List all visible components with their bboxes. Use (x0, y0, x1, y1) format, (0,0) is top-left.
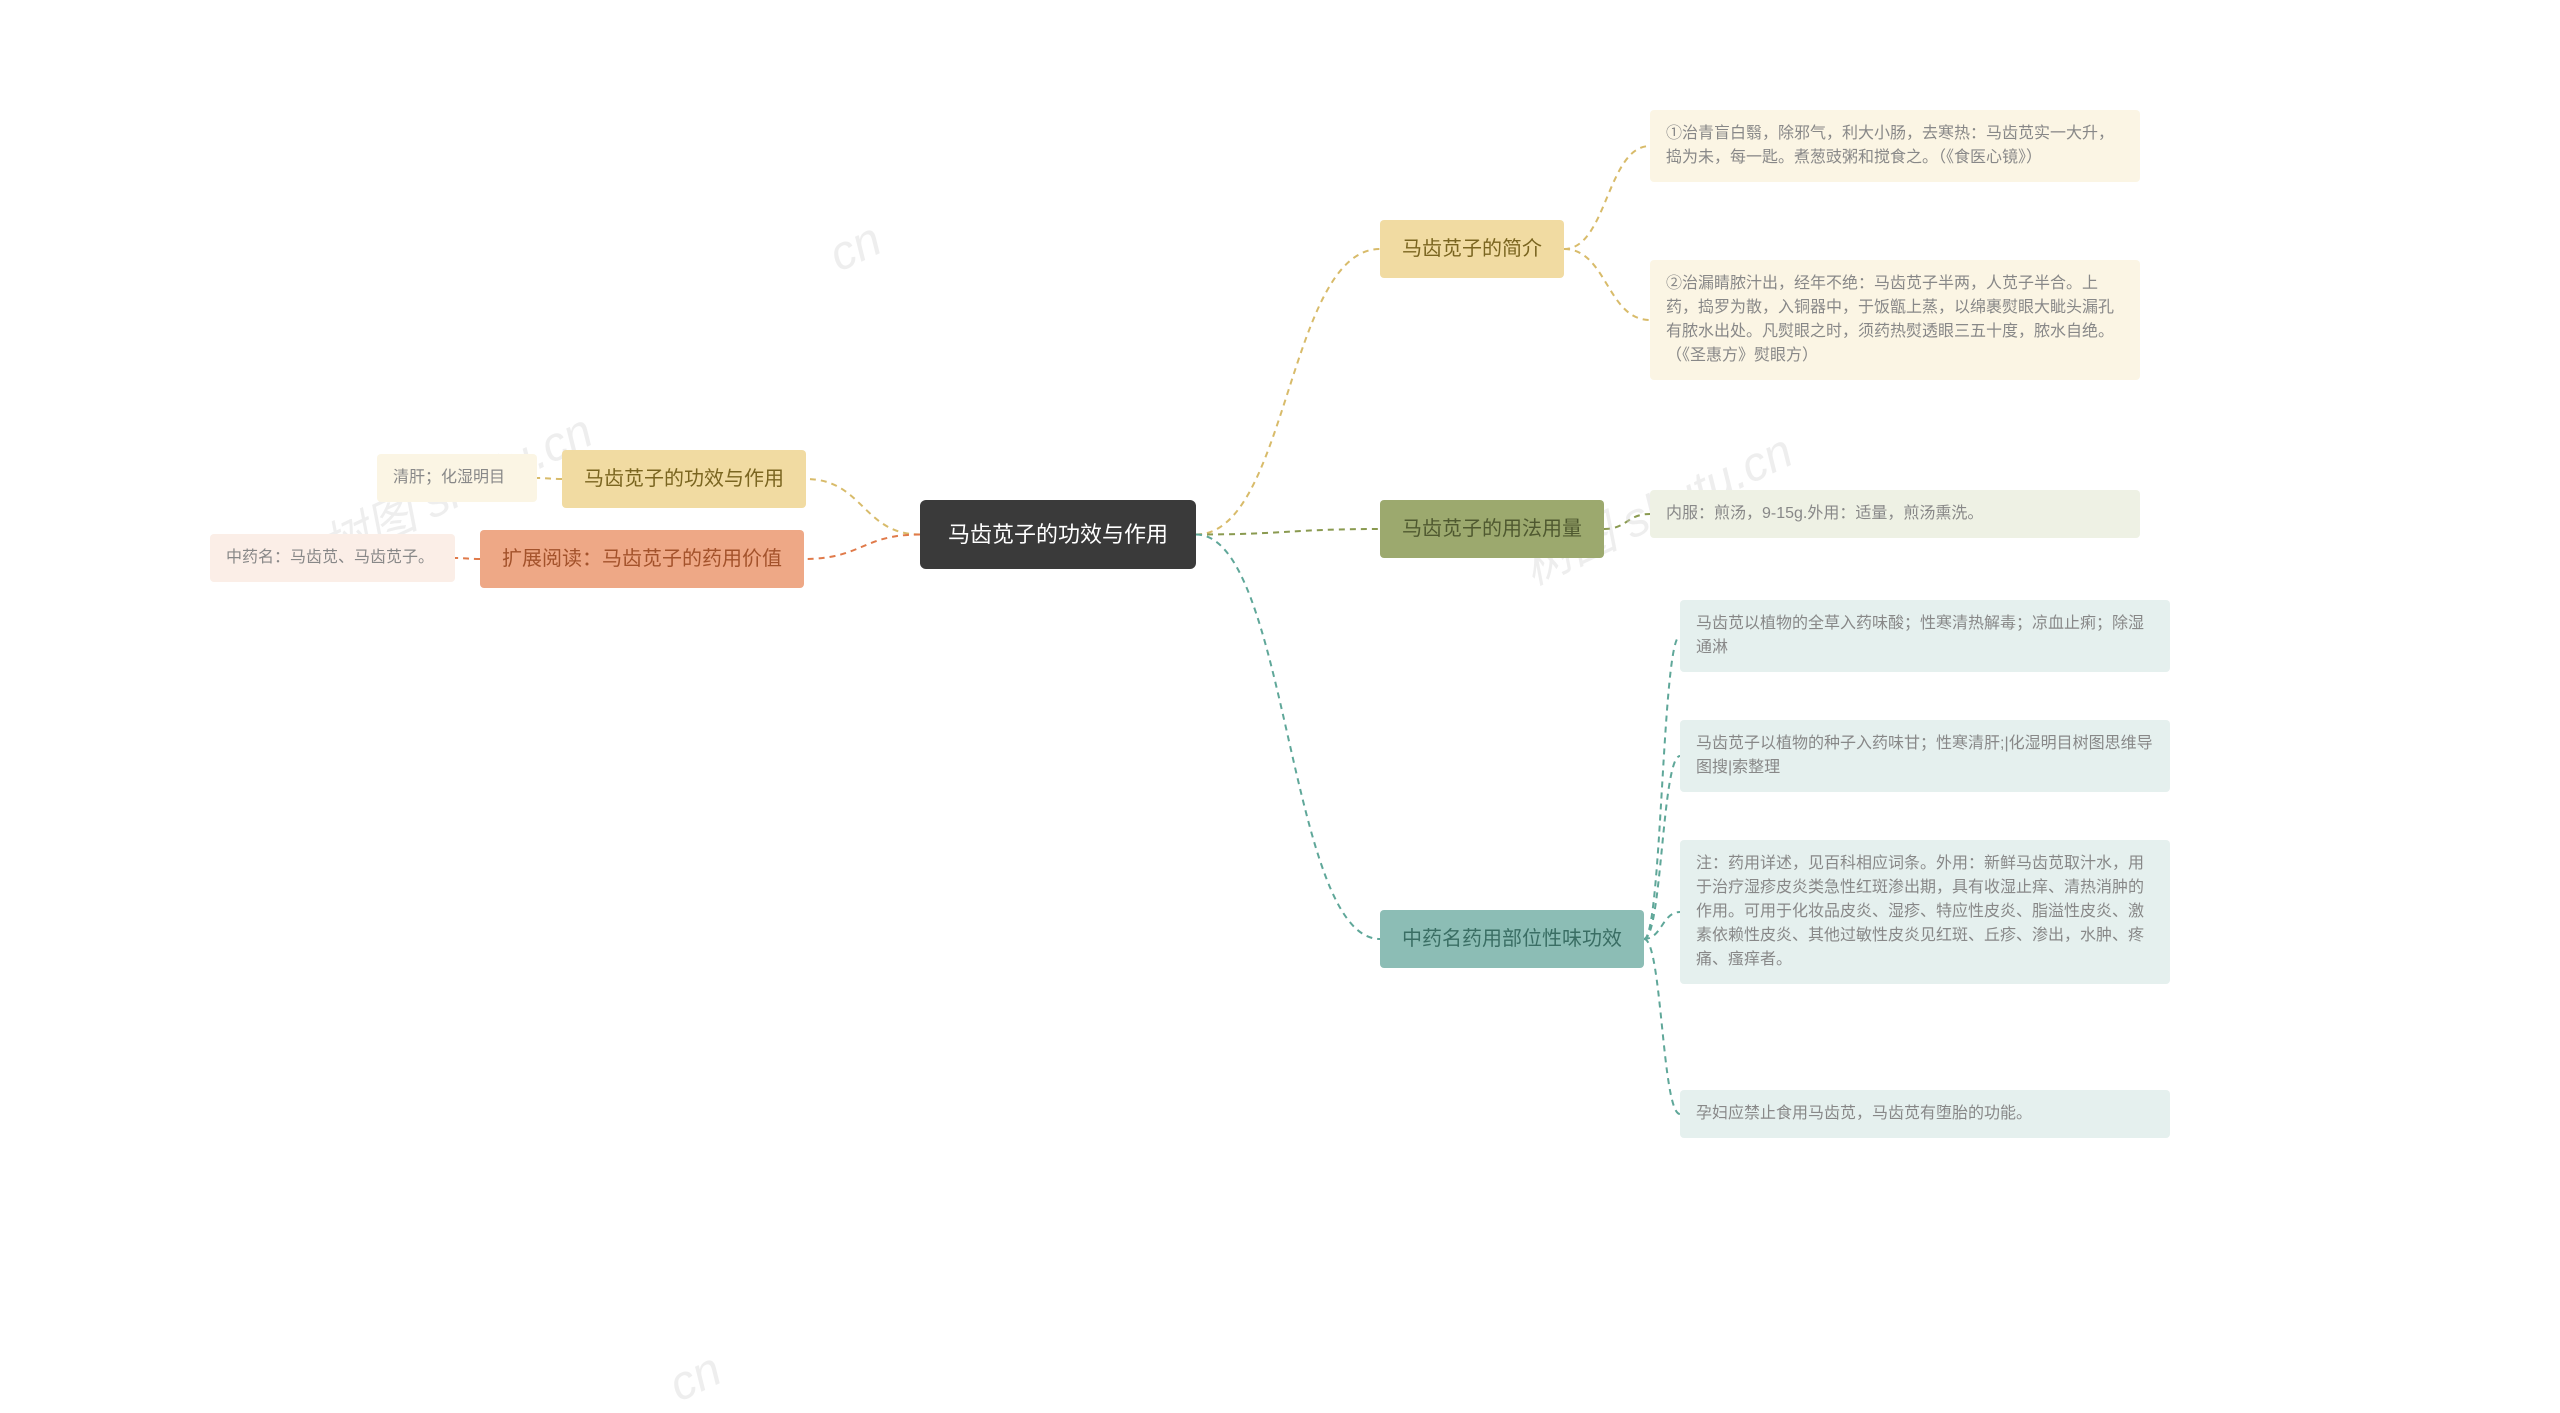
leaf-node[interactable]: 内服：煎汤，9-15g.外用：适量，煎汤熏洗。 (1650, 490, 2140, 538)
connectors-layer (0, 0, 2560, 1389)
leaf-node[interactable]: 清肝；化湿明目 (377, 454, 537, 502)
leaf-node[interactable]: 马齿苋子以植物的种子入药味甘；性寒清肝;|化湿明目树图思维导图搜|索整理 (1680, 720, 2170, 792)
watermark: cn (661, 1342, 730, 1413)
branch-node-right[interactable]: 马齿苋子的简介 (1380, 220, 1564, 278)
root-node[interactable]: 马齿苋子的功效与作用 (920, 500, 1196, 569)
leaf-node[interactable]: ①治青盲白翳，除邪气，利大小肠，去寒热：马齿苋实一大升，捣为未，每一匙。煮葱豉粥… (1650, 110, 2140, 182)
leaf-node[interactable]: 孕妇应禁止食用马齿苋，马齿苋有堕胎的功能。 (1680, 1090, 2170, 1138)
leaf-node[interactable]: ②治漏睛脓汁出，经年不绝：马齿苋子半两，人苋子半合。上药，捣罗为散，入铜器中，于… (1650, 260, 2140, 380)
leaf-node[interactable]: 注：药用详述，见百科相应词条。外用：新鲜马齿苋取汁水，用于治疗湿疹皮炎类急性红斑… (1680, 840, 2170, 984)
branch-node-right[interactable]: 马齿苋子的用法用量 (1380, 500, 1604, 558)
branch-node-right[interactable]: 中药名药用部位性味功效 (1380, 910, 1644, 968)
branch-node-left[interactable]: 马齿苋子的功效与作用 (562, 450, 806, 508)
branch-node-left[interactable]: 扩展阅读：马齿苋子的药用价值 (480, 530, 804, 588)
leaf-node[interactable]: 中药名：马齿苋、马齿苋子。 (210, 534, 455, 582)
leaf-node[interactable]: 马齿苋以植物的全草入药味酸；性寒清热解毒；凉血止痢；除湿通淋 (1680, 600, 2170, 672)
watermark: cn (821, 212, 890, 283)
mindmap-canvas: 树图 shutu.cn树图 shutu.cncncn马齿苋子的功效与作用马齿苋子… (0, 0, 2560, 1389)
